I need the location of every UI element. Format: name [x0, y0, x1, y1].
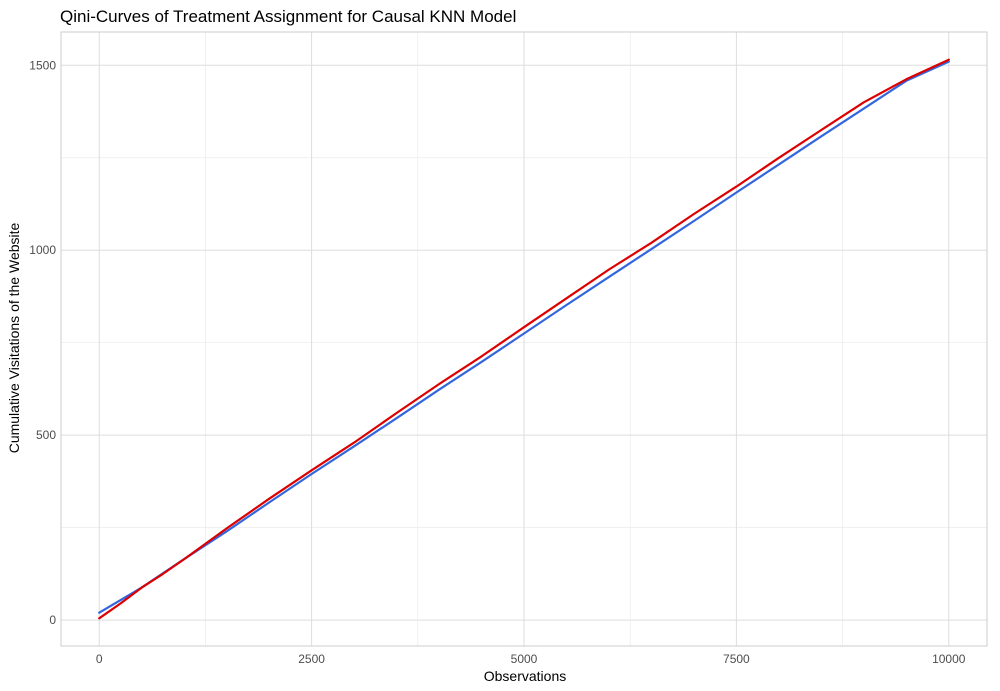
x-axis-ticks: 0 2500 5000 7500 10000 [96, 652, 966, 666]
y-axis-label: Cumulative Visitations of the Website [6, 222, 22, 453]
y-axis-ticks: 0 500 1000 1500 [29, 58, 56, 627]
x-axis-label: Observations [484, 668, 566, 684]
y-tick-label: 1500 [29, 58, 56, 72]
series-line-2 [98, 58, 950, 620]
series-layer [98, 58, 950, 620]
major-gridlines [61, 32, 987, 646]
x-tick-label: 10000 [932, 652, 966, 666]
x-tick-label: 2500 [298, 652, 325, 666]
y-tick-label: 0 [49, 613, 56, 627]
chart-title: Qini-Curves of Treatment Assignment for … [60, 7, 516, 26]
x-tick-label: 0 [96, 652, 103, 666]
series-line-1 [98, 60, 950, 614]
panel-border [60, 31, 988, 647]
y-tick-label: 1000 [29, 243, 56, 257]
x-tick-label: 5000 [511, 652, 538, 666]
x-tick-label: 7500 [723, 652, 750, 666]
y-tick-label: 500 [36, 428, 56, 442]
